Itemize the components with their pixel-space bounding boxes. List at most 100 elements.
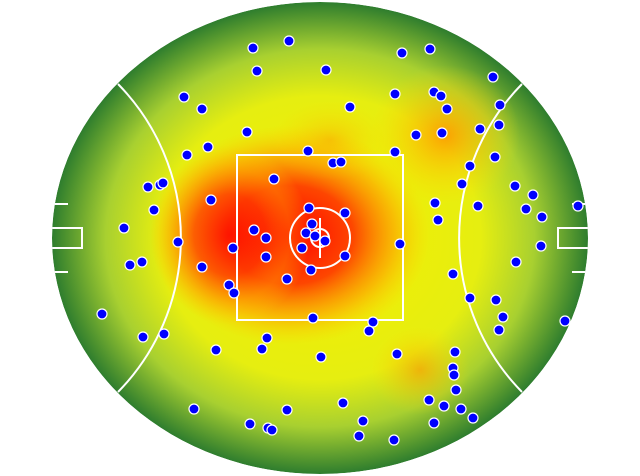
point [449, 346, 461, 358]
point [388, 434, 400, 446]
point [142, 181, 154, 193]
point [260, 251, 272, 263]
point [339, 207, 351, 219]
point [315, 351, 327, 363]
point [396, 47, 408, 59]
point [410, 129, 422, 141]
point [367, 316, 379, 328]
point [148, 204, 160, 216]
point [241, 126, 253, 138]
point [389, 88, 401, 100]
point [248, 224, 260, 236]
point [256, 343, 268, 355]
point [251, 65, 263, 77]
point [307, 312, 319, 324]
points [96, 35, 584, 446]
point [158, 328, 170, 340]
point [178, 91, 190, 103]
point [424, 43, 436, 55]
point [456, 178, 468, 190]
point [438, 400, 450, 412]
point [447, 268, 459, 280]
point [441, 103, 453, 115]
point [497, 311, 509, 323]
point [559, 315, 571, 327]
point [509, 180, 521, 192]
point [450, 384, 462, 396]
point [535, 240, 547, 252]
point [196, 261, 208, 273]
field-lines [52, 83, 588, 393]
point [124, 259, 136, 271]
point [353, 430, 365, 442]
point [527, 189, 539, 201]
point [181, 149, 193, 161]
point [455, 403, 467, 415]
point [303, 202, 315, 214]
point [136, 256, 148, 268]
point [227, 242, 239, 254]
point [309, 230, 321, 242]
point [266, 424, 278, 436]
point [260, 232, 272, 244]
point [188, 403, 200, 415]
point [335, 156, 347, 168]
point [493, 324, 505, 336]
point [536, 211, 548, 223]
point [464, 292, 476, 304]
point [228, 287, 240, 299]
point [394, 238, 406, 250]
point [157, 177, 169, 189]
point [389, 146, 401, 158]
point [494, 99, 506, 111]
point [489, 151, 501, 163]
point [572, 200, 584, 212]
point [520, 203, 532, 215]
point [302, 145, 314, 157]
point [210, 344, 222, 356]
point [472, 200, 484, 212]
point [223, 279, 235, 291]
point [118, 222, 130, 234]
point [96, 308, 108, 320]
point [474, 123, 486, 135]
point [261, 332, 273, 344]
point [306, 218, 318, 230]
point [490, 294, 502, 306]
point [281, 273, 293, 285]
point [510, 256, 522, 268]
point [337, 397, 349, 409]
point [196, 103, 208, 115]
point [344, 101, 356, 113]
point [202, 141, 214, 153]
point [428, 417, 440, 429]
point [448, 369, 460, 381]
point [305, 264, 317, 276]
point [435, 90, 447, 102]
point [320, 64, 332, 76]
point [137, 331, 149, 343]
point [429, 197, 441, 209]
point [467, 412, 479, 424]
point [281, 404, 293, 416]
point [339, 250, 351, 262]
point [423, 394, 435, 406]
point [247, 42, 259, 54]
point [363, 325, 375, 337]
point [244, 418, 256, 430]
point [436, 127, 448, 139]
point [391, 348, 403, 360]
point [464, 160, 476, 172]
point [357, 415, 369, 427]
point [283, 35, 295, 47]
point [319, 235, 331, 247]
point [268, 173, 280, 185]
point [172, 236, 184, 248]
point [296, 242, 308, 254]
point [432, 214, 444, 226]
point [487, 71, 499, 83]
point [493, 119, 505, 131]
point [205, 194, 217, 206]
